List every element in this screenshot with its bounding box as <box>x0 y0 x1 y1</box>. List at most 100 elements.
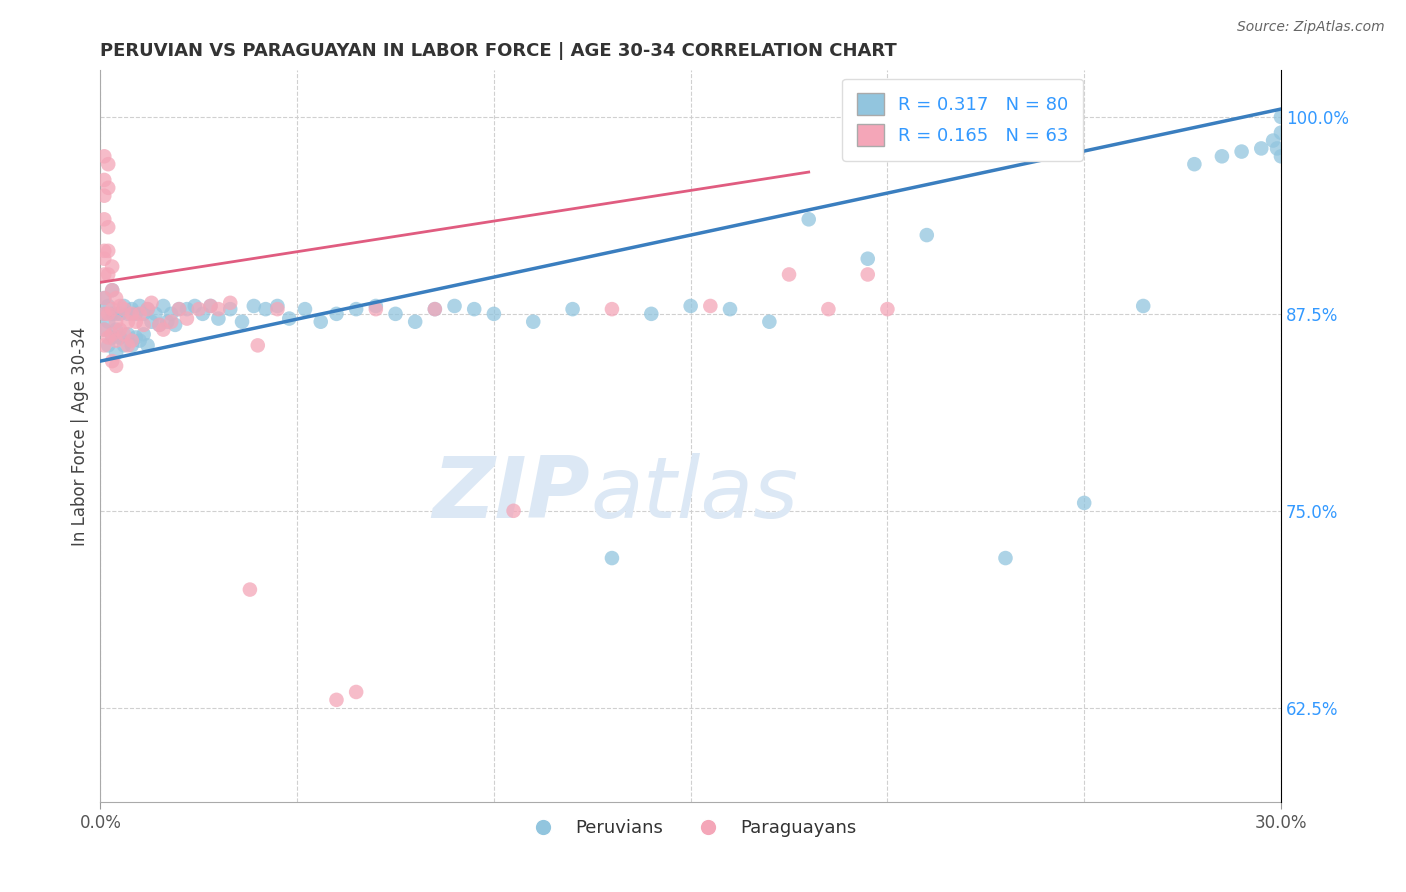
Point <box>148 318 170 332</box>
Point <box>136 302 159 317</box>
Point <box>101 283 124 297</box>
Point <box>423 302 446 317</box>
Point <box>128 307 150 321</box>
Point <box>101 307 124 321</box>
Point <box>404 315 426 329</box>
Point <box>93 188 115 202</box>
Point <box>97 299 120 313</box>
Point <box>93 307 115 321</box>
Point <box>200 299 222 313</box>
Text: PERUVIAN VS PARAGUAYAN IN LABOR FORCE | AGE 30-34 CORRELATION CHART: PERUVIAN VS PARAGUAYAN IN LABOR FORCE | … <box>100 42 897 60</box>
Point <box>105 359 128 373</box>
Point <box>93 338 115 352</box>
Point <box>176 302 198 317</box>
Point <box>128 334 150 348</box>
Point <box>97 181 120 195</box>
Point <box>176 311 198 326</box>
Point <box>145 307 167 321</box>
Point <box>97 157 120 171</box>
Point <box>522 315 544 329</box>
Point <box>125 307 148 321</box>
Point <box>778 268 800 282</box>
Point <box>156 315 179 329</box>
Point <box>1261 134 1284 148</box>
Point <box>915 228 938 243</box>
Point <box>132 307 155 321</box>
Point <box>797 212 820 227</box>
Point <box>1270 110 1292 124</box>
Point <box>112 299 135 313</box>
Point <box>309 315 332 329</box>
Point <box>141 295 163 310</box>
Point <box>132 318 155 332</box>
Point <box>191 307 214 321</box>
Point <box>112 327 135 342</box>
Point <box>141 315 163 329</box>
Point <box>93 149 115 163</box>
Point <box>443 299 465 313</box>
Point <box>117 338 139 352</box>
Point <box>97 307 120 321</box>
Point <box>384 307 406 321</box>
Point <box>325 693 347 707</box>
Text: atlas: atlas <box>591 453 799 536</box>
Point <box>93 291 115 305</box>
Point <box>117 307 139 321</box>
Point <box>184 299 207 313</box>
Text: Source: ZipAtlas.com: Source: ZipAtlas.com <box>1237 20 1385 34</box>
Point <box>200 299 222 313</box>
Point <box>101 330 124 344</box>
Point <box>105 291 128 305</box>
Point <box>856 252 879 266</box>
Point <box>105 307 128 321</box>
Point <box>219 295 242 310</box>
Point <box>254 302 277 317</box>
Point <box>600 302 623 317</box>
Point <box>699 299 721 313</box>
Point <box>93 244 115 258</box>
Point <box>364 299 387 313</box>
Point <box>152 323 174 337</box>
Point <box>93 252 115 266</box>
Point <box>817 302 839 317</box>
Point <box>97 244 120 258</box>
Point <box>167 302 190 317</box>
Point <box>364 302 387 317</box>
Y-axis label: In Labor Force | Age 30-34: In Labor Force | Age 30-34 <box>72 326 89 546</box>
Point <box>152 299 174 313</box>
Point <box>1270 126 1292 140</box>
Point <box>239 582 262 597</box>
Point <box>294 302 316 317</box>
Point <box>231 315 253 329</box>
Point <box>679 299 702 313</box>
Point <box>101 354 124 368</box>
Point <box>640 307 662 321</box>
Point <box>101 302 124 317</box>
Point <box>160 315 183 329</box>
Point <box>243 299 266 313</box>
Point <box>117 327 139 342</box>
Point <box>121 334 143 348</box>
Point <box>108 307 131 321</box>
Point <box>502 504 524 518</box>
Point <box>117 315 139 329</box>
Point <box>108 299 131 313</box>
Point <box>93 212 115 227</box>
Point <box>1182 157 1205 171</box>
Point <box>344 302 367 317</box>
Point <box>246 338 269 352</box>
Point <box>266 302 288 317</box>
Point <box>219 302 242 317</box>
Point <box>463 302 485 317</box>
Point <box>325 307 347 321</box>
Point <box>1073 496 1095 510</box>
Point <box>207 311 229 326</box>
Point <box>93 307 115 321</box>
Point <box>101 327 124 342</box>
Point <box>207 302 229 317</box>
Point <box>121 338 143 352</box>
Point <box>93 268 115 282</box>
Point <box>108 323 131 337</box>
Point <box>1265 141 1288 155</box>
Point <box>121 302 143 317</box>
